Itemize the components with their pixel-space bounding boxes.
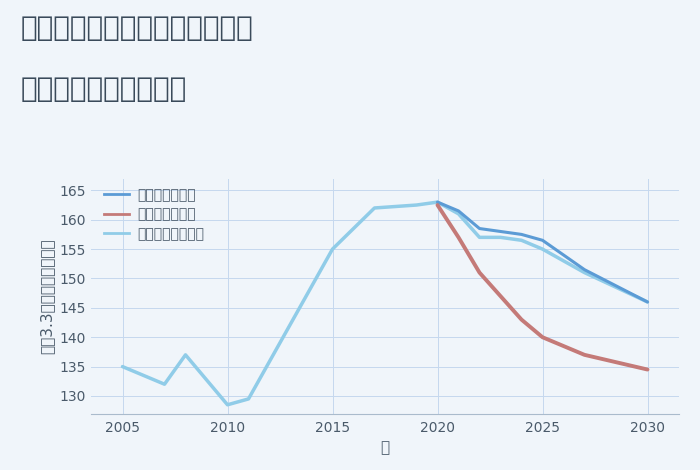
Text: 愛知県名古屋市瑞穂区瑞穂町の: 愛知県名古屋市瑞穂区瑞穂町の bbox=[21, 14, 253, 42]
グッドシナリオ bbox=[496, 229, 505, 235]
グッドシナリオ bbox=[433, 199, 442, 205]
Line: ノーマルシナリオ: ノーマルシナリオ bbox=[122, 202, 648, 405]
グッドシナリオ bbox=[538, 237, 547, 243]
ノーマルシナリオ bbox=[433, 199, 442, 205]
ノーマルシナリオ bbox=[328, 246, 337, 252]
バッドシナリオ bbox=[517, 317, 526, 322]
Text: 中古戸建ての価格推移: 中古戸建ての価格推移 bbox=[21, 75, 188, 103]
バッドシナリオ bbox=[496, 293, 505, 299]
ノーマルシナリオ bbox=[223, 402, 232, 407]
ノーマルシナリオ bbox=[160, 382, 169, 387]
X-axis label: 年: 年 bbox=[380, 440, 390, 455]
Line: グッドシナリオ: グッドシナリオ bbox=[438, 202, 648, 302]
バッドシナリオ bbox=[454, 235, 463, 240]
Legend: グッドシナリオ, バッドシナリオ, ノーマルシナリオ: グッドシナリオ, バッドシナリオ, ノーマルシナリオ bbox=[104, 188, 204, 241]
グッドシナリオ bbox=[475, 226, 484, 231]
ノーマルシナリオ bbox=[181, 352, 190, 358]
グッドシナリオ bbox=[643, 299, 652, 305]
ノーマルシナリオ bbox=[118, 364, 127, 369]
グッドシナリオ bbox=[517, 232, 526, 237]
ノーマルシナリオ bbox=[517, 237, 526, 243]
Line: バッドシナリオ: バッドシナリオ bbox=[438, 205, 648, 369]
ノーマルシナリオ bbox=[244, 396, 253, 402]
ノーマルシナリオ bbox=[643, 299, 652, 305]
グッドシナリオ bbox=[580, 267, 589, 273]
ノーマルシナリオ bbox=[412, 202, 421, 208]
ノーマルシナリオ bbox=[475, 235, 484, 240]
バッドシナリオ bbox=[433, 202, 442, 208]
ノーマルシナリオ bbox=[580, 270, 589, 275]
バッドシナリオ bbox=[580, 352, 589, 358]
Y-axis label: 平（3.3㎡）単価（万円）: 平（3.3㎡）単価（万円） bbox=[39, 238, 54, 354]
ノーマルシナリオ bbox=[496, 235, 505, 240]
バッドシナリオ bbox=[475, 270, 484, 275]
ノーマルシナリオ bbox=[370, 205, 379, 211]
ノーマルシナリオ bbox=[538, 246, 547, 252]
グッドシナリオ bbox=[454, 208, 463, 214]
バッドシナリオ bbox=[643, 367, 652, 372]
ノーマルシナリオ bbox=[454, 211, 463, 217]
バッドシナリオ bbox=[538, 335, 547, 340]
